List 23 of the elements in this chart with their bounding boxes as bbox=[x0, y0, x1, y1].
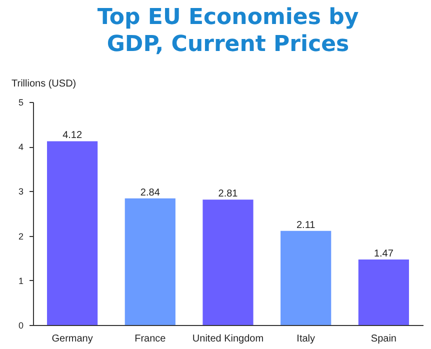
bar bbox=[358, 259, 409, 325]
data-label: 2.11 bbox=[296, 220, 316, 231]
y-tick-label: 3 bbox=[18, 186, 24, 197]
x-tick-label: Italy bbox=[296, 334, 316, 344]
x-tick-label: Spain bbox=[370, 334, 396, 344]
x-tick-label: Germany bbox=[52, 334, 93, 344]
y-axis-title: Trillions (USD) bbox=[12, 78, 76, 90]
data-label: 1.47 bbox=[374, 248, 394, 260]
x-tick-label: United Kingdom bbox=[192, 334, 264, 344]
y-tick-label: 4 bbox=[18, 142, 24, 152]
bar bbox=[124, 198, 176, 325]
data-label: 4.12 bbox=[62, 130, 82, 142]
chart-title: Top EU Economies by GDP, Current Prices bbox=[97, 5, 359, 57]
y-tick-label: 1 bbox=[18, 276, 24, 286]
y-tick-label: 2 bbox=[18, 231, 24, 242]
bar bbox=[280, 230, 332, 325]
bar bbox=[202, 200, 254, 325]
x-tick-label: France bbox=[134, 334, 166, 344]
y-tick-label: 0 bbox=[18, 320, 24, 330]
data-label: 2.84 bbox=[140, 187, 160, 198]
y-tick-label: 5 bbox=[18, 98, 24, 108]
data-label: 2.81 bbox=[218, 188, 238, 200]
bar bbox=[47, 141, 98, 325]
